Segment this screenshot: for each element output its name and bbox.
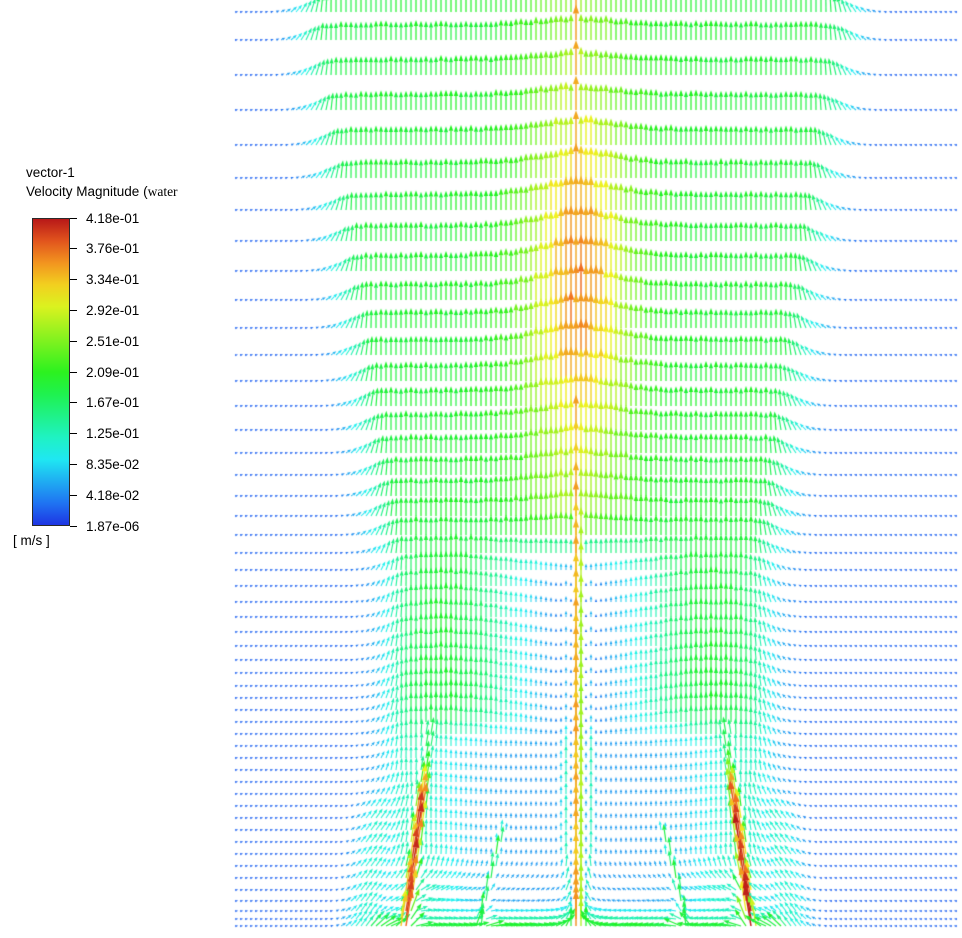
colorbar-tick: 3.76e-01 <box>70 241 139 257</box>
colorbar-tick: 4.18e-02 <box>70 487 139 503</box>
colorbar <box>32 218 70 526</box>
colorbar-tick-label: 1.25e-01 <box>86 426 140 442</box>
colorbar-tick-label: 4.18e-01 <box>86 210 140 226</box>
colorbar-tick-label: 3.76e-01 <box>86 241 140 257</box>
tick-mark <box>70 525 77 527</box>
colorbar-tick: 2.09e-01 <box>70 364 139 380</box>
legend-title: vector-1 <box>26 165 75 180</box>
tick-mark <box>70 494 77 496</box>
colorbar-tick: 4.18e-01 <box>70 210 139 226</box>
colorbar-tick: 8.35e-02 <box>70 456 139 472</box>
colorbar-tick-label: 4.18e-02 <box>86 487 140 503</box>
colorbar-tick-label: 2.51e-01 <box>86 333 140 349</box>
tick-mark <box>70 402 77 404</box>
tick-mark <box>70 309 77 311</box>
colorbar-tick: 1.25e-01 <box>70 426 139 442</box>
legend-units: [ m/s ] <box>13 533 50 548</box>
legend: vector-1 Velocity Magnitude (water 4.18e… <box>0 0 230 600</box>
legend-variable-material: water <box>147 184 178 199</box>
tick-mark <box>70 248 77 250</box>
colorbar-tick: 3.34e-01 <box>70 272 139 288</box>
colorbar-tick-label: 2.09e-01 <box>86 364 140 380</box>
tick-mark <box>70 279 77 281</box>
colorbar-tick-label: 8.35e-02 <box>86 456 140 472</box>
legend-variable-name: Velocity Magnitude ( <box>26 184 148 199</box>
colorbar-tick-label: 3.34e-01 <box>86 272 140 288</box>
colorbar-tick-label: 1.87e-06 <box>86 518 140 534</box>
tick-mark <box>70 371 77 373</box>
colorbar-tick-label: 1.67e-01 <box>86 395 140 411</box>
legend-title-block: vector-1 Velocity Magnitude (water <box>26 163 178 201</box>
tick-mark <box>70 217 77 219</box>
colorbar-tick: 1.67e-01 <box>70 395 139 411</box>
colorbar-tick: 2.92e-01 <box>70 302 139 318</box>
tick-mark <box>70 433 77 435</box>
colorbar-tick-label: 2.92e-01 <box>86 302 140 318</box>
colorbar-tick: 1.87e-06 <box>70 518 139 534</box>
colorbar-ticks: 4.18e-01 3.76e-01 3.34e-01 2.92e-01 2.51e-01… <box>70 211 180 534</box>
colorbar-tick: 2.51e-01 <box>70 333 139 349</box>
tick-mark <box>70 340 77 342</box>
legend-variable: Velocity Magnitude (water <box>26 182 178 201</box>
tick-mark <box>70 463 77 465</box>
